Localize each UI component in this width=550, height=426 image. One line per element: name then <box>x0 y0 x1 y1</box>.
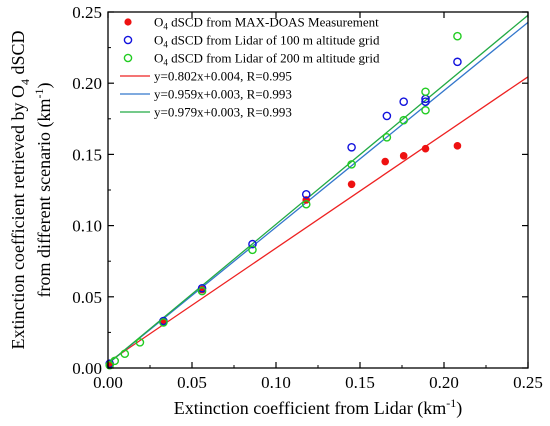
fit-line <box>107 21 529 365</box>
y-axis-title: Extinction coefficient retrieved by O4 d… <box>8 30 55 349</box>
y-tick-label: 0.00 <box>72 359 102 378</box>
data-point <box>347 180 356 189</box>
x-axis: 0.00 0.05 0.10 0.15 0.20 0.25 <box>93 12 543 392</box>
legend-fit-label: y=0.802x+0.004, R=0.995 <box>154 69 292 84</box>
legend-entry-label: O4 dSCD from Lidar of 200 m altitude gri… <box>154 51 380 68</box>
data-point <box>453 57 462 67</box>
y-axis: 0.00 0.05 0.10 0.15 0.20 0.25 <box>72 3 528 378</box>
data-point <box>197 283 207 293</box>
data-point <box>110 356 120 366</box>
data-point <box>453 142 462 150</box>
data-point <box>248 245 257 255</box>
x-tick-label: 0.05 <box>177 373 207 392</box>
data-point <box>421 87 430 97</box>
legend-marker <box>123 53 133 63</box>
y-tick-label: 0.10 <box>72 217 102 236</box>
x-tick-label: 0.25 <box>513 373 543 392</box>
fit-lines <box>107 14 529 365</box>
y-axis-title-line-1: Extinction coefficient retrieved by O4 d… <box>8 30 32 349</box>
data-point <box>347 160 356 169</box>
data-point <box>381 157 390 166</box>
data-point <box>421 105 430 115</box>
data-point <box>382 111 392 121</box>
data-point <box>301 199 311 209</box>
legend-marker <box>123 35 133 45</box>
y-tick-label: 0.05 <box>72 288 102 307</box>
data-point <box>421 144 430 153</box>
fit-line <box>107 76 529 363</box>
y-tick-label: 0.15 <box>72 145 102 164</box>
x-tick-label: 0.00 <box>93 373 123 392</box>
legend-fit-label: y=0.959x+0.003, R=0.993 <box>154 87 292 102</box>
data-point <box>421 97 430 107</box>
data-point <box>248 239 257 249</box>
x-tick-label: 0.15 <box>345 373 375 392</box>
legend-entry-label: O4 dSCD from MAX-DOAS Measurement <box>154 15 379 32</box>
x-tick-label: 0.10 <box>261 373 291 392</box>
data-points <box>105 31 462 370</box>
fit-line <box>107 14 529 365</box>
data-point <box>105 360 114 370</box>
y-axis-title-line-2: from different scenario (km-1) <box>32 82 55 297</box>
legend-entry-label: O4 dSCD from Lidar of 100 m altitude gri… <box>154 33 380 50</box>
data-point <box>399 115 408 125</box>
data-point <box>120 349 130 359</box>
data-point <box>399 97 408 107</box>
x-axis-title: Extinction coefficient from Lidar (km-1) <box>174 396 463 419</box>
x-tick-label: 0.20 <box>429 373 459 392</box>
y-tick-label: 0.25 <box>72 3 102 22</box>
data-point <box>399 152 408 160</box>
legend-fit-label: y=0.979x+0.003, R=0.993 <box>154 105 292 120</box>
data-point <box>301 189 311 199</box>
data-point <box>159 318 168 327</box>
data-point <box>382 133 392 142</box>
y-tick-label: 0.20 <box>72 74 102 93</box>
data-point <box>135 338 145 347</box>
data-point <box>197 286 207 296</box>
data-point <box>347 142 356 152</box>
legend-marker <box>124 18 132 26</box>
data-point <box>453 31 462 41</box>
